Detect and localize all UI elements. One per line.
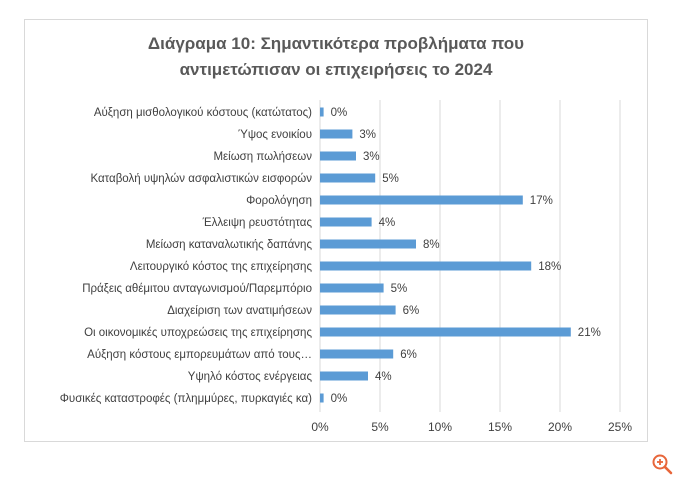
category-label: Φυσικές καταστροφές (πλημμύρες, πυρκαγιέ… bbox=[60, 393, 312, 405]
x-tick-label: 5% bbox=[371, 420, 389, 434]
category-label: Φορολόγηση bbox=[246, 195, 312, 207]
data-label: 21% bbox=[578, 327, 601, 339]
category-label: Αύξηση μισθολογικού κόστους (κατώτατος) bbox=[94, 107, 312, 119]
bar bbox=[320, 239, 416, 249]
category-label: Αύξηση κόστους εμπορευμάτων από τους… bbox=[87, 349, 312, 361]
chart-title-line-1: Διάγραμα 10: Σημαντικότερα προβλήματα πο… bbox=[147, 34, 525, 53]
bar bbox=[320, 371, 368, 381]
x-tick-label: 10% bbox=[428, 420, 452, 434]
data-label: 5% bbox=[391, 283, 408, 295]
bar bbox=[320, 349, 394, 359]
chart-title-line-2: αντιμετώπισαν οι επιχειρήσεις το 2024 bbox=[179, 60, 493, 79]
x-tick-label: 25% bbox=[608, 420, 632, 434]
category-label: Οι οικονομικές υποχρεώσεις της επιχείρησ… bbox=[84, 327, 312, 339]
bar bbox=[320, 305, 396, 315]
bar bbox=[320, 327, 571, 337]
data-label: 5% bbox=[382, 173, 399, 185]
bar bbox=[320, 195, 523, 205]
bar bbox=[320, 129, 353, 139]
data-label: 4% bbox=[375, 371, 392, 383]
zoom-in-icon bbox=[652, 454, 673, 475]
chart-title: Διάγραμα 10: Σημαντικότερα προβλήματα πο… bbox=[24, 31, 648, 83]
data-label: 6% bbox=[403, 305, 420, 317]
data-label: 3% bbox=[363, 151, 380, 163]
data-label: 0% bbox=[331, 107, 348, 119]
category-label: Μείωση καταναλωτικής δαπάνης bbox=[146, 239, 313, 251]
data-label: 4% bbox=[379, 217, 396, 229]
x-tick-label: 15% bbox=[488, 420, 512, 434]
data-label: 17% bbox=[530, 195, 553, 207]
bar bbox=[320, 217, 372, 227]
bar bbox=[320, 107, 324, 117]
data-label: 8% bbox=[423, 239, 440, 251]
data-label: 3% bbox=[359, 129, 376, 141]
data-label: 18% bbox=[538, 261, 561, 273]
category-label: Λειτουργικό κόστος της επιχείρησης bbox=[130, 261, 313, 273]
bar bbox=[320, 393, 324, 403]
zoom-button[interactable] bbox=[650, 452, 674, 476]
category-label: Πράξεις αθέμιτου ανταγωνισμού/Παρεμπόριο bbox=[82, 283, 312, 295]
bar bbox=[320, 173, 376, 183]
bar bbox=[320, 261, 532, 271]
x-tick-label: 0% bbox=[311, 420, 329, 434]
data-label: 0% bbox=[331, 393, 348, 405]
bar bbox=[320, 151, 356, 161]
data-label: 6% bbox=[400, 349, 417, 361]
category-label: Έλλειψη ρευστότητας bbox=[202, 217, 313, 229]
category-label: Ύψος ενοικίου bbox=[238, 129, 312, 141]
category-label: Καταβολή υψηλών ασφαλιστικών εισφορών bbox=[90, 173, 312, 185]
category-label: Υψηλό κόστος ενέργειας bbox=[188, 371, 313, 383]
category-label: Διαχείριση των ανατιμήσεων bbox=[167, 305, 312, 317]
bar bbox=[320, 283, 384, 293]
x-tick-label: 20% bbox=[548, 420, 572, 434]
category-label: Μείωση πωλήσεων bbox=[213, 151, 312, 163]
